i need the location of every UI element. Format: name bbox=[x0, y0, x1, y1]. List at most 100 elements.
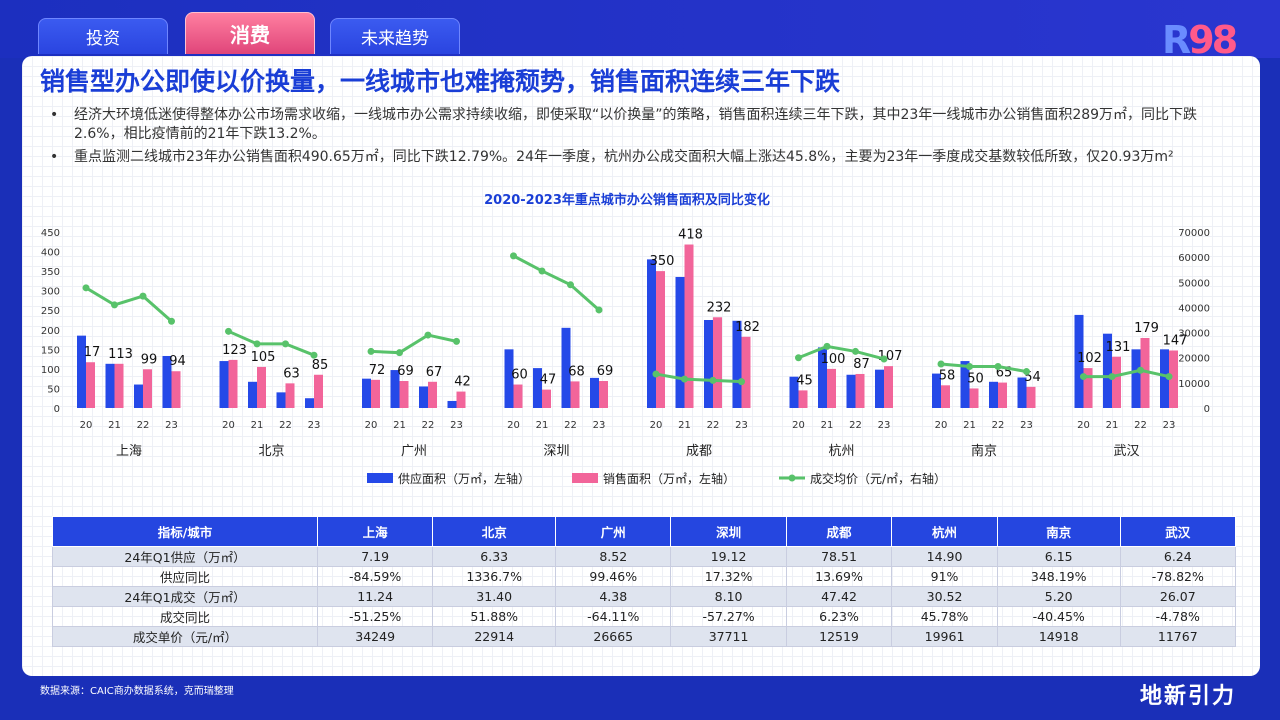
bar-sales bbox=[741, 336, 751, 408]
city-label: 武汉 bbox=[1113, 444, 1139, 459]
table-row: 成交同比 -51.25% 51.88% -64.11% -57.27% 6.23% 45.7… bbox=[52, 606, 1237, 627]
x-tick-label: 23 bbox=[1163, 420, 1176, 431]
bar-sales bbox=[171, 371, 181, 408]
bar-supply bbox=[504, 349, 514, 408]
x-tick-label: 23 bbox=[450, 420, 463, 431]
table-cell: 8.10 bbox=[670, 586, 787, 607]
bar-sales bbox=[456, 391, 466, 408]
table-cell: 7.19 bbox=[316, 546, 434, 567]
bar-supply bbox=[134, 384, 143, 408]
bar-sales bbox=[399, 381, 409, 408]
table-cell: 14.90 bbox=[891, 546, 998, 567]
price-point bbox=[367, 347, 375, 355]
x-tick-label: 20 bbox=[365, 420, 378, 431]
city-label: 深圳 bbox=[543, 444, 569, 459]
x-tick-label: 23 bbox=[308, 420, 321, 431]
data-label: 99 bbox=[141, 352, 158, 367]
table-header-cell: 上海 bbox=[316, 516, 434, 547]
bar-supply bbox=[1074, 314, 1084, 408]
x-tick-label: 22 bbox=[707, 420, 720, 431]
bar-supply bbox=[989, 381, 998, 408]
bar-supply bbox=[1103, 333, 1112, 408]
city-label: 成都 bbox=[686, 444, 712, 459]
data-label: 182 bbox=[735, 320, 760, 335]
y-left-tick-label: 400 bbox=[41, 248, 60, 259]
bar-sales bbox=[257, 366, 266, 408]
city-label: 杭州 bbox=[828, 444, 854, 459]
x-tick-label: 22 bbox=[564, 420, 577, 431]
tab-invest[interactable]: 投资 bbox=[38, 18, 168, 54]
bar-supply bbox=[276, 392, 286, 408]
bar-sales bbox=[86, 362, 95, 408]
price-point bbox=[738, 378, 745, 386]
price-line bbox=[940, 362, 1027, 374]
price-point bbox=[966, 363, 973, 371]
data-label: 63 bbox=[283, 366, 300, 381]
bullet-item: 重点监测二线城市23年办公销售面积490.65万㎡，同比下跌12.79%。24年… bbox=[50, 148, 1230, 167]
x-tick-label: 20 bbox=[792, 420, 805, 431]
table-cell: 51.88% bbox=[432, 606, 557, 627]
x-tick-label: 21 bbox=[536, 420, 549, 431]
table-cell: 成交单价（元/㎡） bbox=[52, 626, 318, 647]
bar-sales bbox=[228, 359, 238, 408]
bar-sales bbox=[1112, 356, 1121, 408]
table-cell: 13.69% bbox=[785, 566, 893, 587]
table-cell: 19.12 bbox=[670, 546, 787, 567]
table-cell: 348.19% bbox=[996, 566, 1121, 587]
price-line bbox=[227, 329, 315, 357]
bar-supply bbox=[248, 381, 257, 408]
table-cell: 12519 bbox=[785, 626, 893, 647]
x-tick-label: 22 bbox=[279, 420, 292, 431]
x-tick-label: 21 bbox=[1106, 420, 1119, 431]
data-label: 69 bbox=[397, 364, 414, 379]
x-tick-label: 21 bbox=[393, 420, 406, 431]
x-tick-label: 21 bbox=[678, 420, 691, 431]
bar-supply bbox=[675, 276, 685, 408]
data-label: 45 bbox=[796, 373, 813, 388]
table-cell: 17.32% bbox=[670, 566, 787, 587]
table-header-cell: 南京 bbox=[996, 516, 1121, 547]
bar-supply bbox=[732, 320, 742, 408]
y-right-tick-label: 50000 bbox=[1178, 278, 1210, 289]
y-left-tick-label: 100 bbox=[41, 365, 60, 376]
y-left-tick-label: 150 bbox=[41, 345, 60, 356]
bar-sales bbox=[599, 381, 608, 408]
bar-supply bbox=[77, 335, 86, 408]
tab-future-trends[interactable]: 未来趋势 bbox=[330, 18, 460, 54]
price-point bbox=[1023, 368, 1030, 376]
brand-logo: R98 bbox=[1162, 18, 1238, 62]
legend-label-supply: 供应面积（万㎡，左轴） bbox=[398, 471, 530, 486]
tab-consume[interactable]: 消费 bbox=[185, 12, 315, 54]
bar-sales bbox=[941, 385, 950, 408]
legend-label-price: 成交均价（元/㎡，右轴） bbox=[810, 471, 946, 486]
bar-supply bbox=[219, 361, 229, 408]
data-label: 42 bbox=[454, 375, 471, 390]
x-tick-label: 20 bbox=[650, 420, 663, 431]
table-header-cell: 成都 bbox=[785, 516, 893, 547]
table-cell: -84.59% bbox=[316, 566, 434, 587]
table-cell: 供应同比 bbox=[52, 566, 318, 587]
office-sales-chart: 2020-2023年重点城市办公销售面积及同比变化050100150200250… bbox=[41, 192, 1210, 486]
table-cell: 6.15 bbox=[996, 546, 1121, 567]
price-line bbox=[655, 372, 742, 384]
price-point bbox=[795, 354, 802, 362]
table-row: 成交单价（元/㎡） 34249 22914 26665 37711 12519 19961 1… bbox=[52, 626, 1237, 647]
bar-sales bbox=[798, 390, 808, 408]
x-tick-label: 21 bbox=[821, 420, 834, 431]
x-tick-label: 23 bbox=[735, 420, 748, 431]
y-right-tick-label: 60000 bbox=[1178, 253, 1210, 264]
price-point bbox=[424, 331, 432, 339]
table-cell: 1336.7% bbox=[432, 566, 557, 587]
bar-sales bbox=[684, 244, 694, 408]
city-label: 广州 bbox=[401, 444, 427, 459]
table-cell: 11.24 bbox=[316, 586, 434, 607]
table-cell: 5.20 bbox=[996, 586, 1121, 607]
data-label: 47 bbox=[540, 373, 557, 388]
table-cell: 22914 bbox=[432, 626, 557, 647]
x-tick-label: 23 bbox=[593, 420, 606, 431]
bar-supply bbox=[789, 376, 799, 408]
data-label: 102 bbox=[1077, 351, 1102, 366]
bar-sales bbox=[143, 369, 152, 408]
data-label: 107 bbox=[878, 349, 903, 364]
bar-sales bbox=[371, 379, 380, 408]
